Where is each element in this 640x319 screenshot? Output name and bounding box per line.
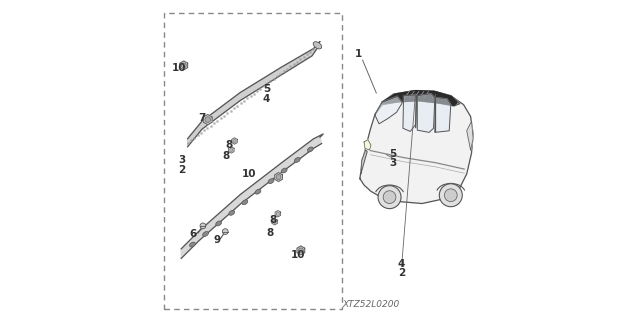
Text: 2: 2 (179, 165, 186, 175)
Text: 10: 10 (291, 250, 305, 260)
Circle shape (273, 220, 276, 223)
Polygon shape (403, 95, 417, 131)
Circle shape (378, 186, 401, 209)
Polygon shape (364, 140, 371, 150)
Circle shape (444, 189, 457, 202)
Polygon shape (181, 134, 323, 258)
Circle shape (230, 148, 233, 152)
Circle shape (181, 63, 186, 68)
Text: 1: 1 (355, 49, 362, 59)
Ellipse shape (294, 158, 300, 162)
Circle shape (205, 117, 211, 122)
Text: 3: 3 (389, 158, 396, 168)
Text: 8: 8 (269, 215, 276, 225)
Circle shape (200, 223, 206, 229)
Ellipse shape (281, 168, 287, 173)
Polygon shape (275, 211, 281, 217)
Circle shape (383, 191, 396, 204)
Polygon shape (297, 246, 305, 255)
Polygon shape (467, 121, 473, 150)
Text: 4: 4 (397, 259, 405, 269)
Polygon shape (435, 98, 451, 132)
Ellipse shape (255, 189, 261, 194)
Ellipse shape (189, 242, 195, 247)
Polygon shape (417, 94, 435, 132)
Polygon shape (275, 173, 282, 182)
Polygon shape (232, 138, 237, 144)
Text: 5: 5 (389, 149, 396, 159)
Polygon shape (382, 91, 457, 105)
Circle shape (233, 139, 236, 143)
Polygon shape (375, 96, 403, 124)
Circle shape (276, 212, 280, 215)
Ellipse shape (203, 232, 209, 236)
Text: 2: 2 (397, 268, 405, 278)
Text: 8: 8 (225, 140, 233, 150)
Polygon shape (361, 150, 367, 174)
Polygon shape (204, 115, 212, 125)
Text: 10: 10 (242, 169, 257, 179)
Ellipse shape (313, 42, 322, 49)
Circle shape (276, 174, 281, 180)
Text: 10: 10 (172, 63, 186, 73)
Polygon shape (228, 147, 234, 153)
Ellipse shape (216, 221, 221, 226)
Text: 8: 8 (222, 151, 230, 161)
Text: 4: 4 (263, 94, 270, 104)
Polygon shape (180, 61, 188, 70)
Text: 3: 3 (179, 155, 186, 165)
Text: 6: 6 (189, 228, 197, 239)
Polygon shape (375, 91, 460, 115)
Text: 8: 8 (266, 228, 273, 238)
Circle shape (222, 229, 228, 234)
Circle shape (298, 248, 303, 253)
Ellipse shape (242, 200, 248, 205)
Text: 7: 7 (198, 113, 205, 123)
Polygon shape (188, 41, 320, 147)
Text: XTZ52L0200: XTZ52L0200 (342, 300, 399, 309)
Ellipse shape (268, 179, 274, 183)
Text: 5: 5 (263, 84, 270, 94)
Polygon shape (272, 219, 278, 225)
Circle shape (439, 184, 462, 207)
Text: 9: 9 (214, 235, 221, 245)
Ellipse shape (307, 147, 314, 152)
Ellipse shape (229, 211, 235, 215)
Polygon shape (360, 91, 473, 204)
